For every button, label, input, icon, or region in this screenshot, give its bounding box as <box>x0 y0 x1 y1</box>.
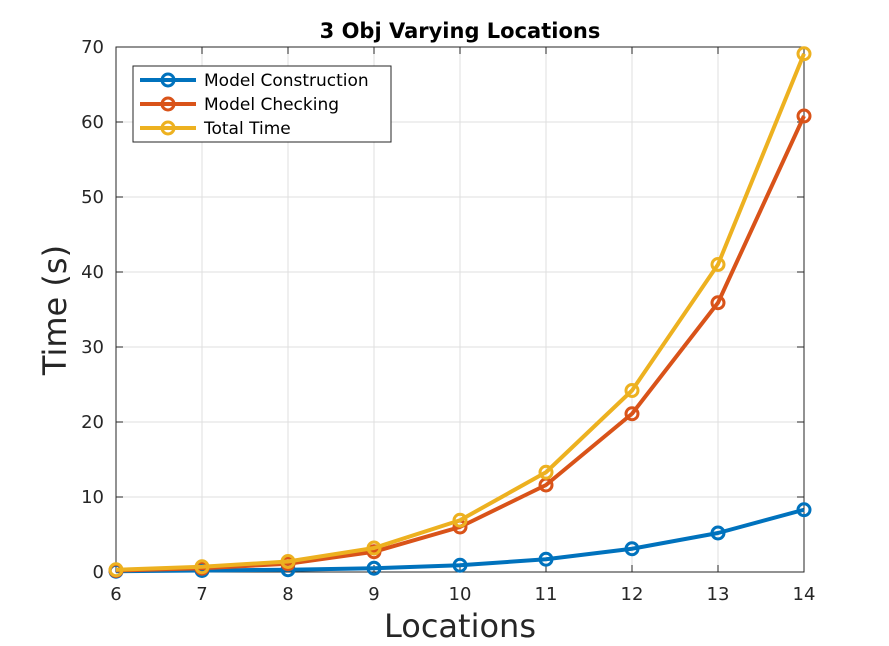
chart-title: 3 Obj Varying Locations <box>320 19 601 43</box>
series-line <box>115 52 806 572</box>
x-axis-title: Locations <box>384 607 536 645</box>
legend-label: Model Checking <box>204 95 339 115</box>
data-point <box>710 257 726 272</box>
data-point <box>624 383 640 398</box>
y-tick-label: 60 <box>81 112 104 133</box>
data-point <box>452 512 468 528</box>
y-axis-title: Time (s) <box>36 245 74 376</box>
y-tick-label: 0 <box>93 562 104 583</box>
y-tick-label: 20 <box>81 412 104 433</box>
x-tick-label: 11 <box>535 584 558 605</box>
x-tick-label: 12 <box>621 584 644 605</box>
legend-label: Model Construction <box>204 71 369 91</box>
legend-swatch-marker <box>160 72 176 88</box>
data-point <box>710 525 726 541</box>
y-tick-label: 10 <box>81 487 104 508</box>
legend-label: Total Time <box>203 119 291 139</box>
data-point <box>624 541 640 557</box>
x-tick-label: 14 <box>793 584 816 605</box>
y-tick-label: 30 <box>81 337 104 358</box>
data-point <box>796 46 812 62</box>
x-tick-label: 13 <box>707 584 730 605</box>
data-point <box>538 551 554 567</box>
data-point <box>796 502 812 518</box>
y-axis-tick-labels: 0 10 20 30 40 50 60 70 <box>81 37 104 583</box>
x-tick-label: 10 <box>449 584 472 605</box>
data-point <box>108 562 124 578</box>
series-line <box>115 507 805 574</box>
legend-item: Model Checking <box>140 95 339 115</box>
series-model-construction <box>108 502 812 579</box>
data-point <box>194 559 210 575</box>
x-tick-label: 6 <box>110 584 121 605</box>
legend-swatch-marker <box>160 120 176 136</box>
x-tick-label: 7 <box>196 584 207 605</box>
data-point <box>796 108 812 124</box>
data-point <box>624 406 640 422</box>
x-axis-tick-labels: 6 7 8 9 10 11 12 13 14 <box>110 584 815 605</box>
data-point <box>710 295 726 311</box>
series-total-time <box>108 46 812 578</box>
data-series <box>108 46 812 579</box>
y-tick-label: 40 <box>81 262 104 283</box>
data-point <box>280 554 296 569</box>
x-tick-label: 8 <box>282 584 293 605</box>
legend-item: Total Time <box>140 119 291 139</box>
data-point <box>452 557 468 573</box>
legend-swatch-marker <box>160 96 176 112</box>
data-point <box>538 464 554 480</box>
data-point <box>366 560 382 576</box>
legend-item: Model Construction <box>140 71 369 91</box>
legend: Model Construction Model Checking Total Ti… <box>132 65 392 143</box>
y-tick-label: 70 <box>81 37 104 58</box>
y-tick-label: 50 <box>81 187 104 208</box>
data-point <box>366 540 382 556</box>
x-tick-label: 9 <box>368 584 379 605</box>
